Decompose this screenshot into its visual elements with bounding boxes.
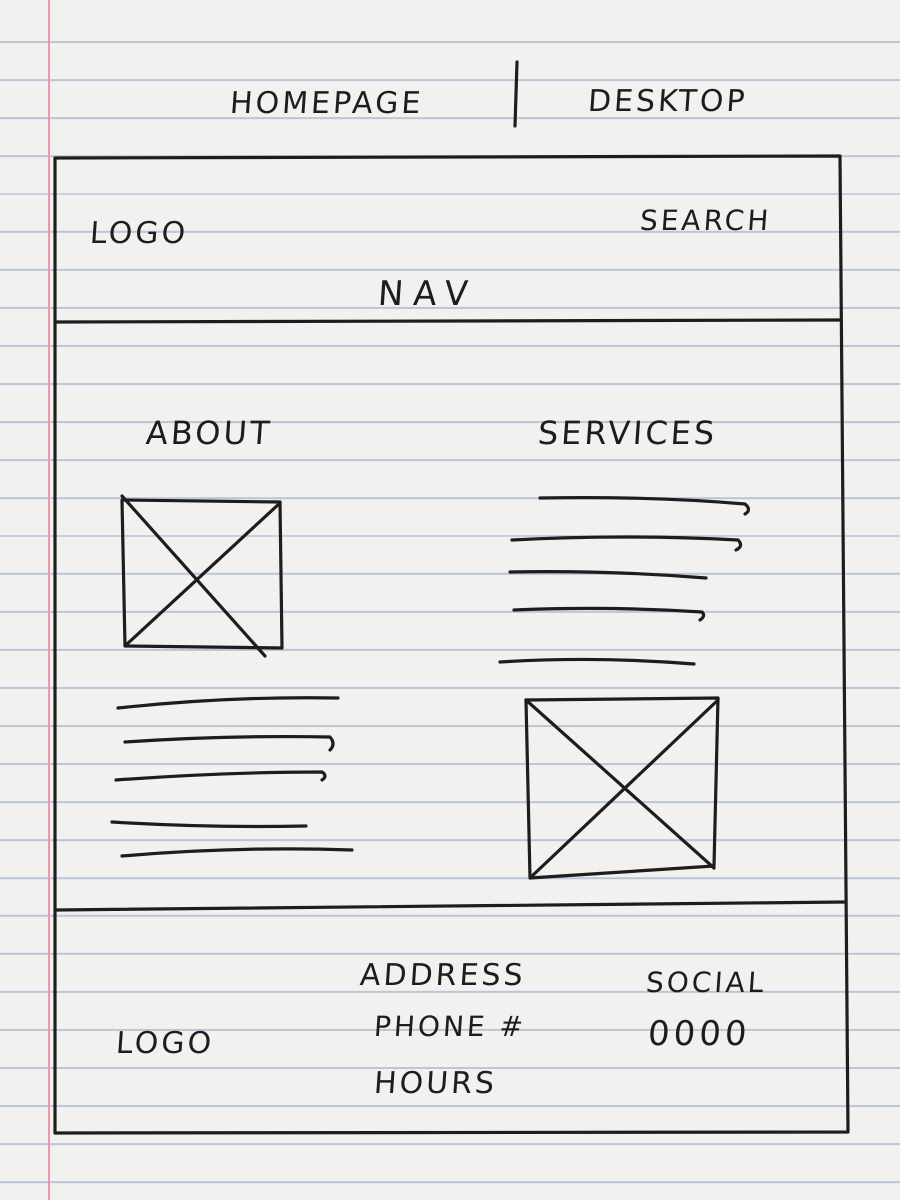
text-line bbox=[110, 820, 308, 829]
text-line bbox=[114, 770, 327, 782]
footer-phone: PHONE # bbox=[372, 1010, 528, 1043]
text-line bbox=[498, 657, 696, 666]
text-line bbox=[123, 734, 335, 752]
text-line bbox=[116, 696, 340, 710]
header-nav: NAV bbox=[376, 274, 480, 314]
footer-divider bbox=[54, 900, 847, 912]
margin-line bbox=[48, 0, 50, 1200]
footer-logo: LOGO bbox=[114, 1026, 216, 1061]
footer-social-label: SOCIAL bbox=[644, 966, 768, 999]
text-line bbox=[538, 496, 751, 516]
page-frame bbox=[53, 154, 850, 1135]
about-heading: ABOUT bbox=[144, 414, 274, 452]
services-image-placeholder bbox=[524, 696, 720, 880]
text-line bbox=[120, 847, 354, 858]
services-text-lines bbox=[498, 496, 751, 666]
footer-address: ADDRESS bbox=[358, 958, 527, 993]
header-divider bbox=[54, 318, 842, 324]
title-divider bbox=[513, 60, 519, 128]
services-heading: SERVICES bbox=[536, 414, 719, 452]
page-title: HOMEPAGE bbox=[228, 86, 425, 121]
about-text-lines bbox=[110, 696, 354, 858]
header-logo: LOGO bbox=[88, 216, 190, 251]
footer-hours: HOURS bbox=[372, 1066, 499, 1101]
text-line bbox=[510, 535, 743, 552]
device-label: DESKTOP bbox=[586, 84, 749, 119]
text-line bbox=[512, 606, 706, 622]
about-image-placeholder bbox=[120, 494, 284, 658]
footer-social-icons: 0000 bbox=[646, 1014, 752, 1054]
text-line bbox=[508, 570, 708, 580]
header-search: SEARCH bbox=[638, 204, 773, 237]
